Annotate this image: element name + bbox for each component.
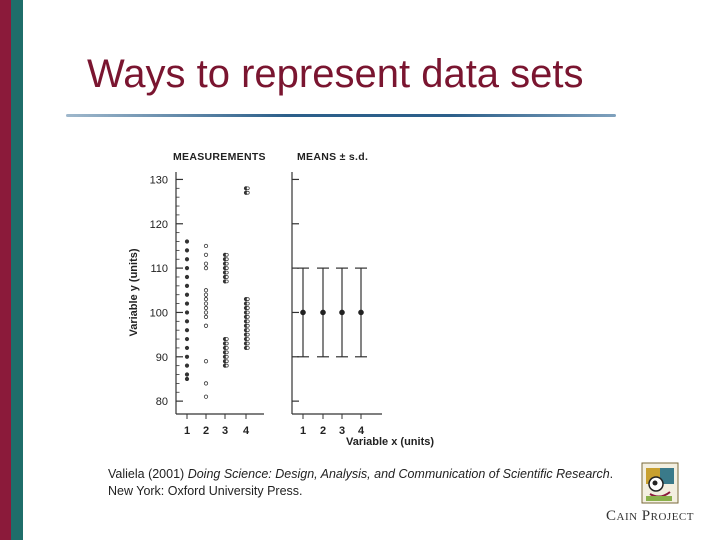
data-point [203, 252, 209, 257]
title-underline [66, 114, 616, 117]
data-point [203, 297, 209, 302]
data-point [224, 341, 229, 346]
data-point [224, 354, 229, 359]
data-point [203, 292, 209, 297]
y-axis-label: Variable y (units) [128, 248, 140, 336]
data-point [184, 354, 190, 359]
data-point [224, 275, 229, 279]
citation: Valiela (2001) Doing Science: Design, An… [108, 466, 628, 500]
mean-point [339, 309, 345, 316]
data-point [245, 186, 250, 191]
y-tick-label: 100 [150, 307, 168, 319]
data-point [184, 257, 190, 262]
data-point [245, 341, 250, 346]
cain-project-logo: Cain Project [606, 460, 710, 530]
data-point [184, 292, 190, 297]
data-point [245, 190, 250, 195]
x-axis-label: Variable x (units) [346, 436, 434, 448]
data-point [184, 266, 190, 271]
side-bar-teal [11, 0, 23, 540]
citation-publisher: . New York: Oxford University Press. [108, 467, 614, 498]
data-point [184, 328, 190, 333]
data-point [224, 252, 229, 257]
mean-point [300, 309, 306, 316]
x-tick-label-right: 1 [300, 425, 306, 437]
data-point [203, 301, 209, 306]
data-point [245, 306, 250, 310]
data-point [224, 257, 229, 262]
x-tick-label-right: 2 [320, 425, 326, 437]
data-point [224, 359, 229, 364]
data-point [245, 310, 250, 315]
data-point [245, 337, 250, 341]
data-point [245, 315, 250, 319]
y-tick-label: 120 [150, 219, 168, 231]
logo-text: Cain Project [606, 508, 694, 524]
x-tick-label-right: 3 [339, 425, 345, 437]
data-point [203, 314, 209, 319]
data-point [203, 261, 209, 266]
y-tick-label: 90 [156, 352, 168, 364]
x-tick-label: 2 [203, 425, 209, 437]
data-point [184, 345, 190, 351]
data-point [224, 346, 229, 350]
data-point [224, 337, 229, 341]
data-point [224, 279, 229, 284]
citation-book-title: Doing Science: Design, Analysis, and Com… [187, 467, 610, 481]
data-point [203, 359, 209, 364]
data-point [184, 372, 190, 377]
data-point [203, 323, 209, 328]
data-point [184, 239, 190, 244]
data-point [245, 297, 250, 302]
data-point [245, 323, 250, 328]
data-point [245, 301, 250, 306]
data-point [245, 332, 250, 337]
mean-point [358, 309, 364, 316]
citation-authors: Valiela (2001) [108, 467, 188, 481]
slide-title: Ways to represent data sets [87, 52, 584, 96]
x-tick-label: 3 [222, 425, 228, 437]
data-point [203, 243, 209, 249]
data-point [184, 274, 190, 280]
data-point [184, 376, 190, 382]
data-point [203, 310, 209, 315]
mean-point [320, 309, 326, 316]
data-point [184, 336, 190, 342]
y-tick-label: 130 [150, 174, 168, 186]
data-point [184, 283, 190, 288]
data-point [245, 346, 250, 350]
data-point [245, 328, 250, 333]
y-tick-label: 80 [156, 396, 168, 408]
x-tick-label-right: 4 [358, 425, 365, 437]
x-tick-label: 1 [184, 425, 190, 437]
y-tick-label: 110 [150, 263, 168, 275]
data-point [224, 363, 229, 368]
right-panel-title: MEANS ± s.d. [297, 151, 368, 163]
data-point [184, 363, 190, 368]
data-point [184, 310, 190, 315]
data-point [184, 301, 190, 306]
data-point [203, 394, 209, 399]
side-bar-red [0, 0, 11, 540]
data-point [203, 305, 209, 311]
data-point [224, 350, 229, 355]
x-tick-label: 4 [243, 425, 250, 437]
data-point [224, 270, 229, 275]
data-point [184, 319, 190, 324]
chart-figure: 80 90 100 110 120 130 1 2 3 4 MEASUREMENTS MEANS ± … [128, 151, 434, 448]
data-point [245, 319, 250, 324]
left-panel-title: MEASUREMENTS [173, 151, 266, 163]
data-point [203, 288, 209, 293]
logo-figure-icon [641, 462, 679, 504]
data-point [224, 266, 229, 270]
data-point [203, 381, 209, 386]
data-point [203, 266, 209, 271]
data-point [184, 248, 190, 253]
data-point [224, 261, 229, 266]
